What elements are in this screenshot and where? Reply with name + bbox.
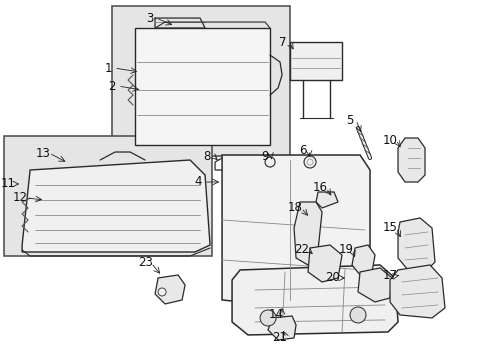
Text: 3: 3 <box>146 12 153 24</box>
Polygon shape <box>135 28 269 145</box>
Text: 2: 2 <box>108 80 116 93</box>
Text: 18: 18 <box>287 202 302 215</box>
Circle shape <box>349 307 366 323</box>
Text: 10: 10 <box>382 134 397 147</box>
Polygon shape <box>357 268 391 302</box>
Polygon shape <box>22 160 210 252</box>
Text: 13: 13 <box>36 147 50 159</box>
Polygon shape <box>155 275 184 304</box>
Text: 17: 17 <box>382 270 397 283</box>
Polygon shape <box>397 138 424 182</box>
Circle shape <box>260 310 276 326</box>
Text: 22: 22 <box>294 243 309 256</box>
Polygon shape <box>389 265 444 318</box>
Polygon shape <box>315 192 337 208</box>
Text: 6: 6 <box>299 144 306 157</box>
Text: 11: 11 <box>0 177 16 190</box>
Polygon shape <box>307 245 341 282</box>
Text: 8: 8 <box>203 149 210 162</box>
Text: 5: 5 <box>346 113 353 126</box>
Text: 4: 4 <box>194 175 202 189</box>
Polygon shape <box>232 265 397 335</box>
Polygon shape <box>397 218 434 272</box>
Text: 9: 9 <box>261 149 268 162</box>
Circle shape <box>158 288 166 296</box>
Text: 14: 14 <box>268 309 283 321</box>
Circle shape <box>304 156 315 168</box>
Polygon shape <box>267 316 295 340</box>
Circle shape <box>264 157 274 167</box>
Bar <box>112 6 289 156</box>
Bar <box>4 136 212 256</box>
Text: 23: 23 <box>137 256 152 270</box>
Text: 12: 12 <box>13 192 27 204</box>
Text: 21: 21 <box>272 332 287 345</box>
Text: 16: 16 <box>312 181 327 194</box>
Text: 15: 15 <box>382 221 397 234</box>
Text: 20: 20 <box>325 271 340 284</box>
Bar <box>289 42 341 80</box>
Polygon shape <box>293 202 322 265</box>
Text: 7: 7 <box>279 36 286 49</box>
Polygon shape <box>351 245 374 275</box>
Text: 19: 19 <box>338 243 353 256</box>
Polygon shape <box>222 155 369 315</box>
Text: 1: 1 <box>104 62 112 75</box>
